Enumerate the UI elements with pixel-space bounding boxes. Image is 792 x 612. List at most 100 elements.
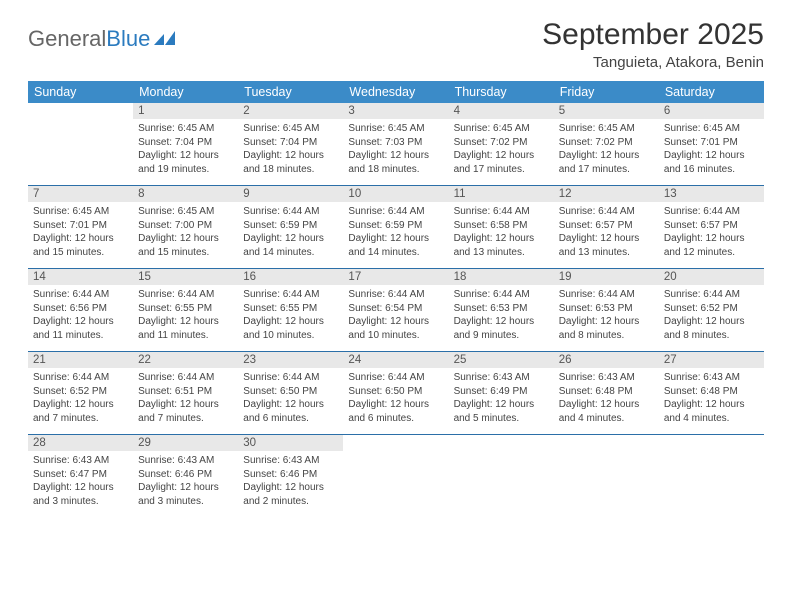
day-body: Sunrise: 6:44 AMSunset: 6:53 PMDaylight:…: [554, 285, 659, 347]
daylight-line: Daylight: 12 hours and 3 minutes.: [33, 481, 128, 508]
daylight-line: Daylight: 12 hours and 13 minutes.: [559, 232, 654, 259]
day-number: 13: [659, 186, 764, 202]
day-body: Sunrise: 6:43 AMSunset: 6:46 PMDaylight:…: [133, 451, 238, 513]
day-cell: 26 Sunrise: 6:43 AMSunset: 6:48 PMDayligh…: [554, 352, 659, 435]
sunset-line: Sunset: 6:46 PM: [138, 468, 233, 482]
day-cell: 24Sunrise: 6:44 AMSunset: 6:50 PMDayligh…: [343, 352, 448, 435]
sunrise-line: Sunrise: 6:44 AM: [243, 288, 338, 302]
day-body: Sunrise: 6:44 AMSunset: 6:51 PMDaylight:…: [133, 368, 238, 430]
day-number: 27: [659, 352, 764, 368]
sunrise-line: Sunrise: 6:44 AM: [348, 288, 443, 302]
day-number: 20: [659, 269, 764, 285]
sunset-line: Sunset: 6:55 PM: [243, 302, 338, 316]
day-cell: [659, 435, 764, 517]
day-cell: 23Sunrise: 6:44 AMSunset: 6:50 PMDayligh…: [238, 352, 343, 435]
calendar-page: GeneralBlue September 2025 Tanguieta, At…: [0, 0, 792, 535]
day-number: 24: [343, 352, 448, 368]
week-row: 28Sunrise: 6:43 AMSunset: 6:47 PMDayligh…: [28, 435, 764, 517]
weekday-header-row: SundayMondayTuesdayWednesdayThursdayFrid…: [28, 81, 764, 103]
day-cell: [343, 435, 448, 517]
day-number: 30: [238, 435, 343, 451]
daylight-line: Daylight: 12 hours and 4 minutes.: [559, 398, 654, 425]
day-number: 16: [238, 269, 343, 285]
sunset-line: Sunset: 7:04 PM: [138, 136, 233, 150]
day-number: 14: [28, 269, 133, 285]
sunset-line: Sunset: 7:00 PM: [138, 219, 233, 233]
daylight-line: Daylight: 12 hours and 8 minutes.: [664, 315, 759, 342]
day-cell: 5Sunrise: 6:45 AMSunset: 7:02 PMDaylight…: [554, 103, 659, 186]
day-body: Sunrise: 6:44 AMSunset: 6:57 PMDaylight:…: [659, 202, 764, 264]
day-number: 25: [449, 352, 554, 368]
day-cell: 29Sunrise: 6:43 AMSunset: 6:46 PMDayligh…: [133, 435, 238, 517]
day-number: 29: [133, 435, 238, 451]
sunset-line: Sunset: 6:53 PM: [559, 302, 654, 316]
sunrise-line: Sunrise: 6:45 AM: [559, 122, 654, 136]
sunset-line: Sunset: 6:58 PM: [454, 219, 549, 233]
location: Tanguieta, Atakora, Benin: [542, 54, 764, 71]
sunrise-line: Sunrise: 6:43 AM: [559, 371, 654, 385]
day-body: Sunrise: 6:44 AMSunset: 6:52 PMDaylight:…: [659, 285, 764, 347]
day-body: Sunrise: 6:45 AMSunset: 7:02 PMDaylight:…: [554, 119, 659, 181]
sunrise-line: Sunrise: 6:43 AM: [243, 454, 338, 468]
title-block: September 2025 Tanguieta, Atakora, Benin: [542, 18, 764, 71]
sunset-line: Sunset: 6:49 PM: [454, 385, 549, 399]
sunset-line: Sunset: 7:01 PM: [33, 219, 128, 233]
sunrise-line: Sunrise: 6:45 AM: [138, 122, 233, 136]
day-cell: 17Sunrise: 6:44 AMSunset: 6:54 PMDayligh…: [343, 269, 448, 352]
day-cell: 11Sunrise: 6:44 AMSunset: 6:58 PMDayligh…: [449, 186, 554, 269]
sunrise-line: Sunrise: 6:45 AM: [243, 122, 338, 136]
daylight-line: Daylight: 12 hours and 11 minutes.: [33, 315, 128, 342]
day-cell: 28Sunrise: 6:43 AMSunset: 6:47 PMDayligh…: [28, 435, 133, 517]
day-body: Sunrise: 6:44 AMSunset: 6:59 PMDaylight:…: [343, 202, 448, 264]
sunrise-line: Sunrise: 6:43 AM: [138, 454, 233, 468]
day-cell: [554, 435, 659, 517]
daylight-line: Daylight: 12 hours and 3 minutes.: [138, 481, 233, 508]
sunrise-line: Sunrise: 6:44 AM: [33, 288, 128, 302]
day-cell: [28, 103, 133, 186]
day-cell: 8Sunrise: 6:45 AMSunset: 7:00 PMDaylight…: [133, 186, 238, 269]
day-number: 7: [28, 186, 133, 202]
day-body: Sunrise: 6:45 AMSunset: 7:00 PMDaylight:…: [133, 202, 238, 264]
sunset-line: Sunset: 7:02 PM: [559, 136, 654, 150]
daylight-line: Daylight: 12 hours and 16 minutes.: [664, 149, 759, 176]
sunset-line: Sunset: 6:54 PM: [348, 302, 443, 316]
day-body: Sunrise: 6:43 AMSunset: 6:46 PMDaylight:…: [238, 451, 343, 513]
day-cell: 27Sunrise: 6:43 AMSunset: 6:48 PMDayligh…: [659, 352, 764, 435]
logo-text-2: Blue: [106, 26, 150, 52]
sunset-line: Sunset: 6:52 PM: [664, 302, 759, 316]
day-cell: 19Sunrise: 6:44 AMSunset: 6:53 PMDayligh…: [554, 269, 659, 352]
daylight-line: Daylight: 12 hours and 12 minutes.: [664, 232, 759, 259]
day-body: Sunrise: 6:45 AMSunset: 7:01 PMDaylight:…: [28, 202, 133, 264]
sunrise-line: Sunrise: 6:45 AM: [33, 205, 128, 219]
daylight-line: Daylight: 12 hours and 9 minutes.: [454, 315, 549, 342]
day-body: Sunrise: 6:44 AMSunset: 6:58 PMDaylight:…: [449, 202, 554, 264]
day-cell: 3Sunrise: 6:45 AMSunset: 7:03 PMDaylight…: [343, 103, 448, 186]
sunrise-line: Sunrise: 6:44 AM: [664, 288, 759, 302]
day-cell: 16Sunrise: 6:44 AMSunset: 6:55 PMDayligh…: [238, 269, 343, 352]
day-number: 3: [343, 103, 448, 119]
day-cell: 6Sunrise: 6:45 AMSunset: 7:01 PMDaylight…: [659, 103, 764, 186]
day-cell: 21Sunrise: 6:44 AMSunset: 6:52 PMDayligh…: [28, 352, 133, 435]
sunset-line: Sunset: 6:56 PM: [33, 302, 128, 316]
daylight-line: Daylight: 12 hours and 7 minutes.: [138, 398, 233, 425]
day-cell: 20Sunrise: 6:44 AMSunset: 6:52 PMDayligh…: [659, 269, 764, 352]
daylight-line: Daylight: 12 hours and 17 minutes.: [559, 149, 654, 176]
day-cell: 22Sunrise: 6:44 AMSunset: 6:51 PMDayligh…: [133, 352, 238, 435]
weekday-header: Sunday: [28, 81, 133, 103]
day-cell: 1Sunrise: 6:45 AMSunset: 7:04 PMDaylight…: [133, 103, 238, 186]
daylight-line: Daylight: 12 hours and 6 minutes.: [348, 398, 443, 425]
day-cell: [449, 435, 554, 517]
calendar-table: SundayMondayTuesdayWednesdayThursdayFrid…: [28, 81, 764, 517]
sunrise-line: Sunrise: 6:44 AM: [664, 205, 759, 219]
daylight-line: Daylight: 12 hours and 7 minutes.: [33, 398, 128, 425]
sunset-line: Sunset: 6:48 PM: [559, 385, 654, 399]
day-number: 26: [554, 352, 659, 368]
day-body: Sunrise: 6:45 AMSunset: 7:01 PMDaylight:…: [659, 119, 764, 181]
weekday-header: Tuesday: [238, 81, 343, 103]
weekday-header: Friday: [554, 81, 659, 103]
day-cell: 2Sunrise: 6:45 AMSunset: 7:04 PMDaylight…: [238, 103, 343, 186]
daylight-line: Daylight: 12 hours and 13 minutes.: [454, 232, 549, 259]
sunset-line: Sunset: 6:59 PM: [243, 219, 338, 233]
week-row: 14Sunrise: 6:44 AMSunset: 6:56 PMDayligh…: [28, 269, 764, 352]
sunrise-line: Sunrise: 6:44 AM: [138, 288, 233, 302]
